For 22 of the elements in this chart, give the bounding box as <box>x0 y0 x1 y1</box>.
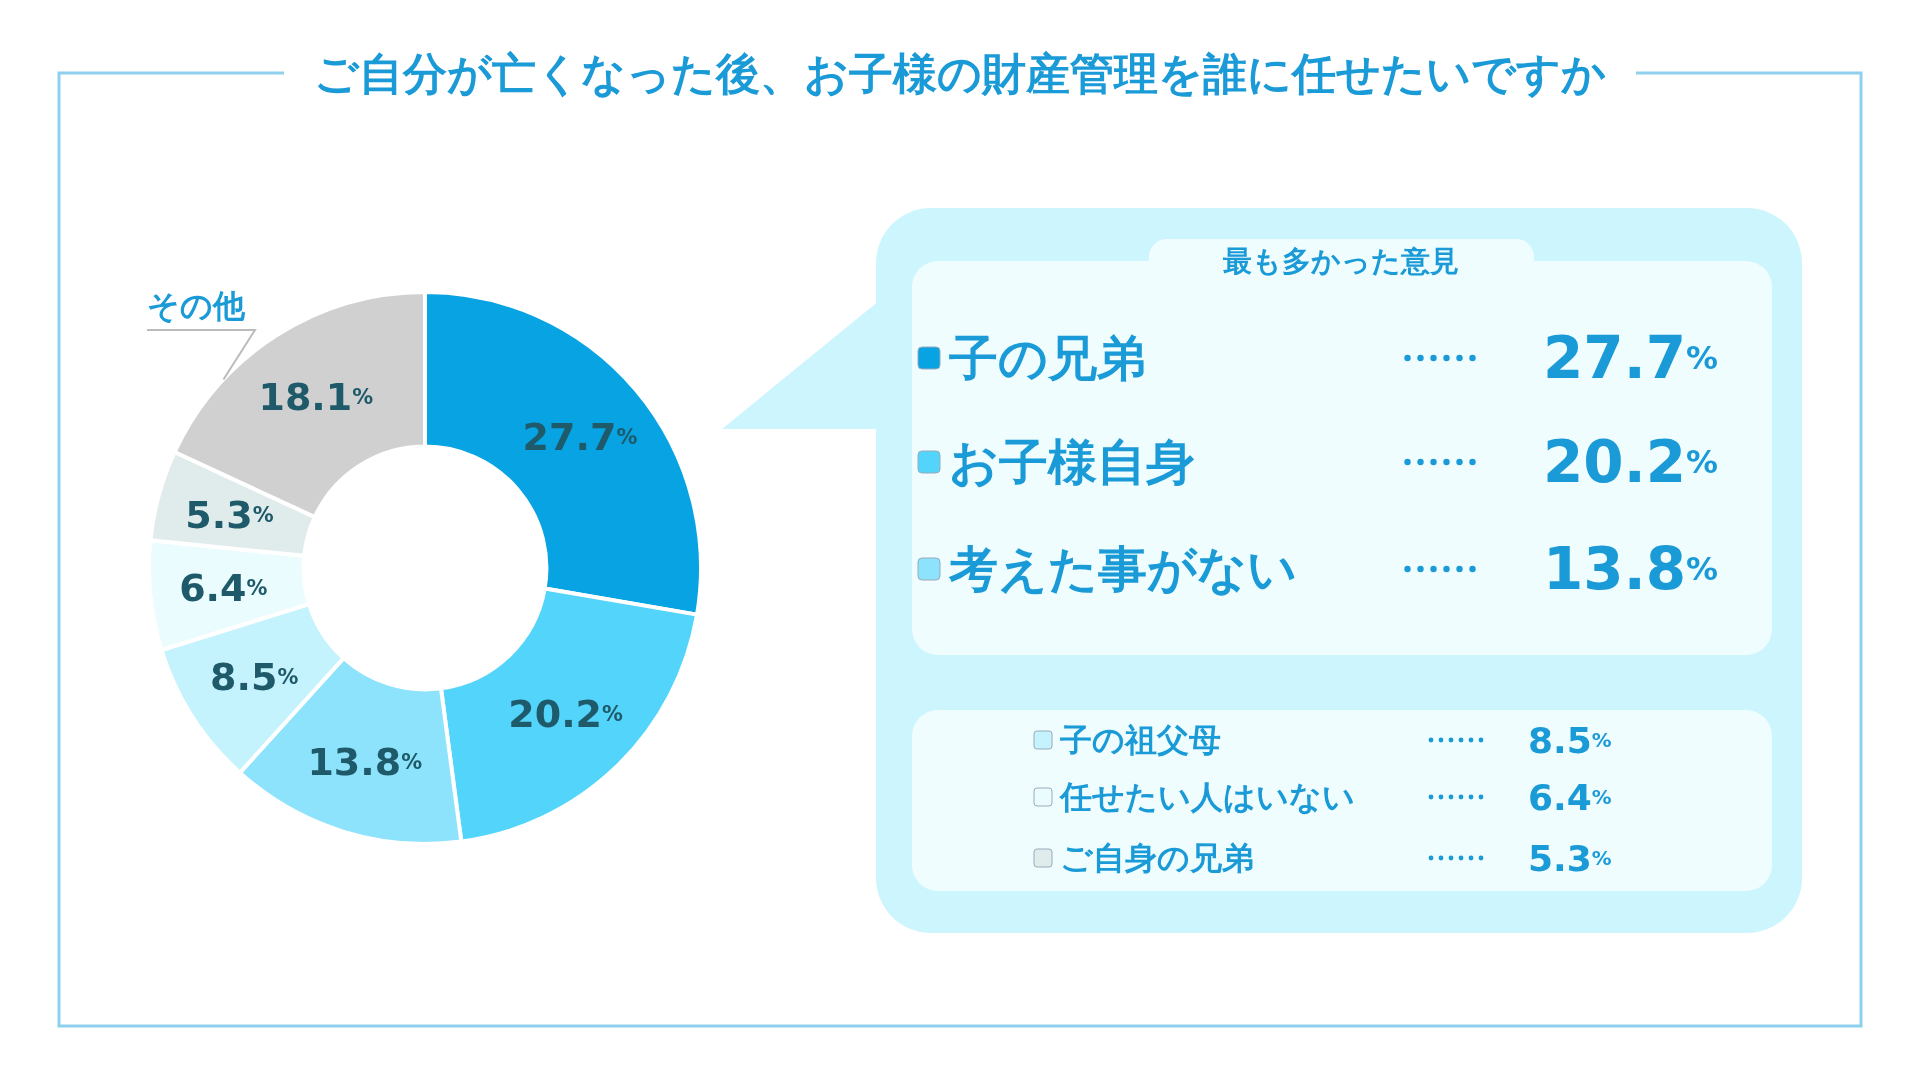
legend-label: お子様自身 <box>949 433 1195 491</box>
legend-label: ご自身の兄弟 <box>1060 839 1254 877</box>
legend-label: 考えた事がない <box>948 540 1297 598</box>
data-label: 20.2% <box>508 692 624 737</box>
legend-label: 子の祖父母 <box>1059 721 1221 759</box>
text: 5.3% <box>1528 837 1612 879</box>
text: 6.4% <box>1528 776 1612 818</box>
data-label: 18.1% <box>258 375 374 420</box>
slice-label: その他 <box>147 287 246 325</box>
chart-title: ご自分が亡くなった後、お子様の財産管理を誰に任せたいですか <box>314 47 1606 99</box>
data-label: 13.8% <box>307 739 423 784</box>
text: 20.2% <box>1542 428 1718 496</box>
legend-label: 子の兄弟 <box>948 329 1146 387</box>
text: 13.8% <box>1542 535 1718 603</box>
data-label: 27.7% <box>522 415 638 460</box>
data-label: 6.4% <box>179 566 268 611</box>
data-label: 5.3% <box>185 492 274 537</box>
text: 最も多かった意見 <box>1223 244 1459 278</box>
data-label: 8.5% <box>210 655 299 700</box>
text: 27.7% <box>1542 324 1718 392</box>
text: 8.5% <box>1528 719 1612 761</box>
legend-label: 任せたい人はいない <box>1058 778 1355 816</box>
